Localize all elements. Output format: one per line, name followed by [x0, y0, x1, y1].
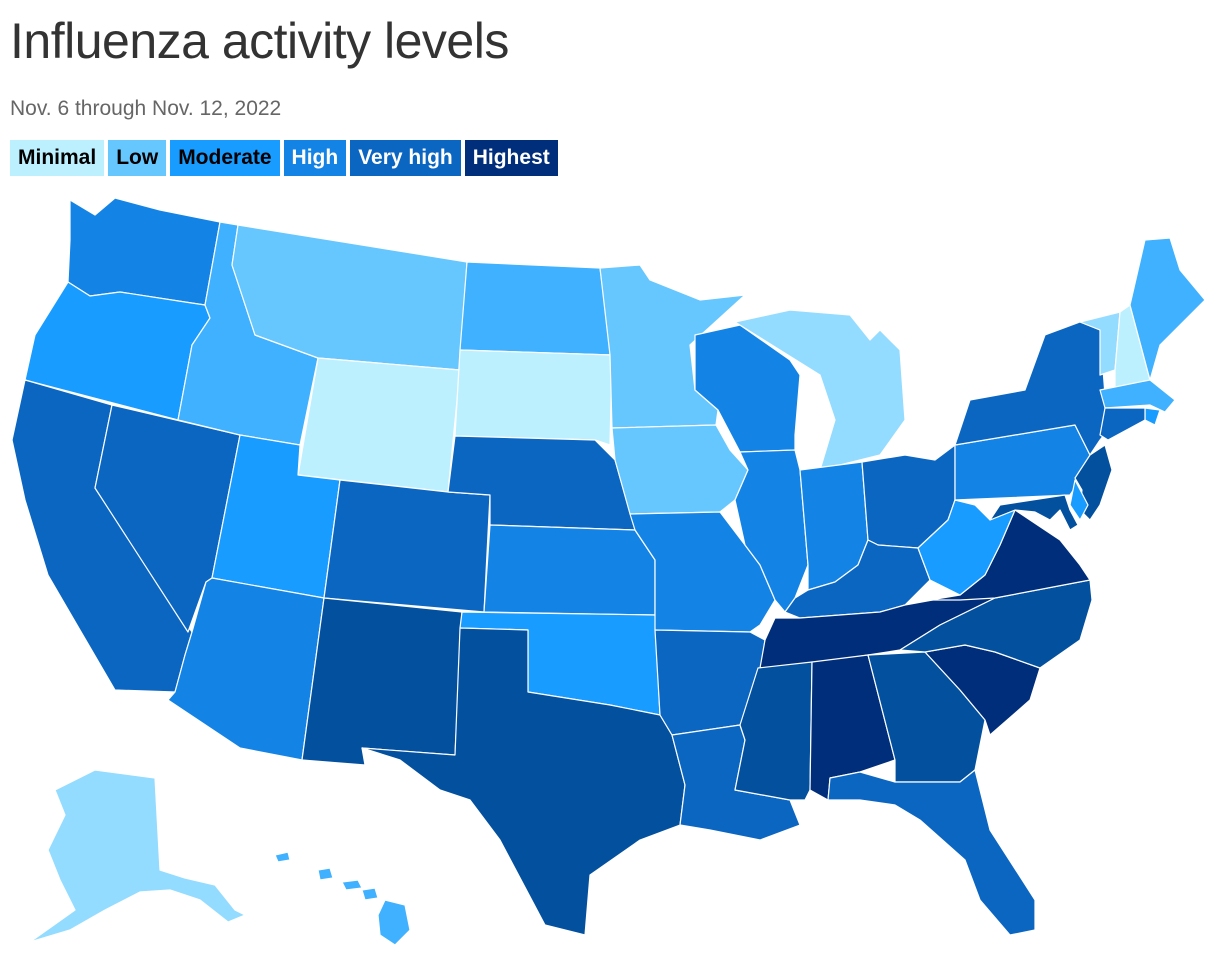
state-wisconsin[interactable]: [694, 324, 801, 453]
state-minnesota[interactable]: [599, 264, 746, 429]
state-alaska[interactable]: [29, 769, 246, 943]
state-washington[interactable]: [67, 197, 221, 306]
legend-moderate: Moderate: [170, 140, 280, 176]
state-delaware[interactable]: [1069, 479, 1089, 521]
state-south-dakota[interactable]: [454, 349, 613, 446]
chart-title: Influenza activity levels: [10, 13, 509, 69]
state-wyoming[interactable]: [297, 357, 461, 493]
state-maryland[interactable]: [989, 494, 1079, 531]
legend-minimal: Minimal: [10, 140, 105, 176]
state-rhode-island[interactable]: [1144, 407, 1161, 426]
state-north-carolina[interactable]: [899, 579, 1093, 669]
state-colorado[interactable]: [323, 479, 491, 613]
legend-high: High: [283, 140, 347, 176]
us-state-map: [11, 197, 1206, 946]
state-texas[interactable]: [361, 627, 686, 936]
legend: Minimal Low Moderate High Very high High…: [10, 140, 558, 176]
state-hawaii[interactable]: [274, 851, 411, 946]
state-florida[interactable]: [827, 769, 1036, 936]
state-illinois[interactable]: [734, 449, 809, 613]
state-idaho[interactable]: [177, 221, 319, 446]
state-missouri[interactable]: [629, 511, 776, 633]
state-massachusetts[interactable]: [1099, 379, 1176, 413]
legend-highest: Highest: [464, 140, 558, 176]
legend-very-high: Very high: [350, 140, 461, 176]
state-vermont[interactable]: [1079, 311, 1121, 376]
state-kansas[interactable]: [483, 524, 656, 616]
state-maine[interactable]: [1129, 237, 1206, 381]
state-north-dakota[interactable]: [459, 261, 613, 356]
legend-low: Low: [108, 140, 167, 176]
state-michigan[interactable]: [734, 309, 906, 471]
state-connecticut[interactable]: [1099, 407, 1146, 441]
state-new-mexico[interactable]: [301, 597, 463, 766]
state-iowa[interactable]: [611, 424, 749, 515]
date-range-subtitle: Nov. 6 through Nov. 12, 2022: [10, 97, 282, 120]
